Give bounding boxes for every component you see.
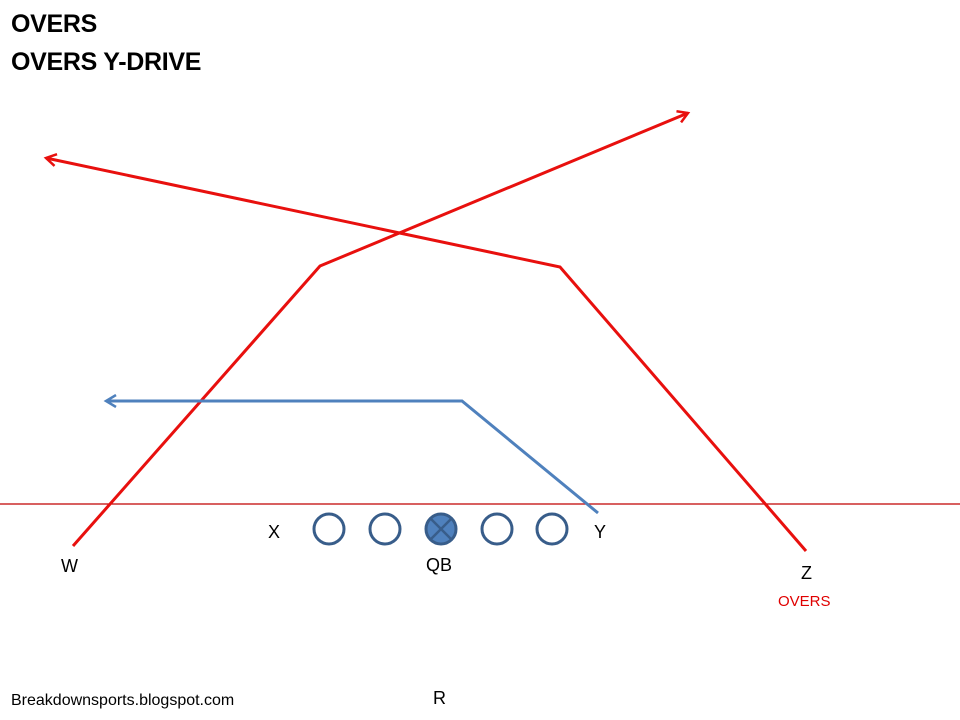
z-over-route xyxy=(46,158,808,552)
z-route-annotation: OVERS xyxy=(778,593,831,610)
y-drive-route xyxy=(106,401,599,515)
play-subtitle: OVERS Y-DRIVE xyxy=(11,48,202,76)
player-label-qb: QB xyxy=(426,555,453,575)
player-label-w: W xyxy=(61,556,78,576)
player-label-y: Y xyxy=(594,522,607,542)
play-title: OVERS xyxy=(11,10,98,38)
site-credit: Breakdownsports.blogspot.com xyxy=(11,692,235,709)
player-label-z: Z xyxy=(801,563,812,583)
w-over-route xyxy=(71,113,688,547)
left-tackle-circle xyxy=(312,512,346,546)
left-guard-circle xyxy=(368,512,402,546)
player-label-x: X xyxy=(268,522,281,542)
player-label-r: R xyxy=(433,688,446,708)
right-guard-circle xyxy=(480,512,514,546)
center-x-marker-icon xyxy=(424,512,458,546)
right-tackle-circle xyxy=(535,512,569,546)
